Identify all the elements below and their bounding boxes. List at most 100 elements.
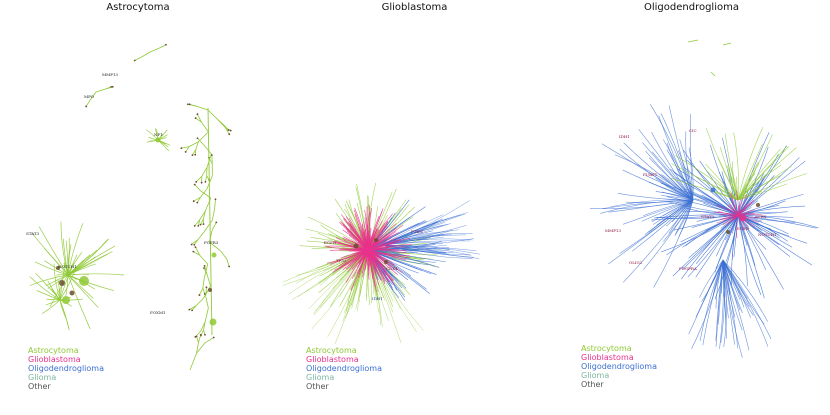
network-edge — [737, 127, 764, 201]
legend-item-astrocytoma: Astrocytoma — [581, 344, 632, 353]
network-edge — [722, 259, 765, 325]
network-edge — [220, 250, 228, 260]
network-edge — [737, 214, 756, 228]
network-hub-node — [69, 290, 75, 296]
glioblastoma-panel: Glioblastoma EGFR PTEN TP53 IDH1 CDK4 Astroc… — [276, 0, 553, 415]
network-edge — [203, 210, 206, 220]
network-node — [205, 286, 208, 289]
network-edge — [622, 199, 694, 225]
network-hub-node — [739, 214, 747, 222]
network-edge — [205, 296, 209, 309]
network-node — [180, 147, 183, 150]
network-hub-node — [374, 238, 378, 242]
network-node — [212, 336, 215, 339]
network-edge — [197, 219, 201, 226]
network-edge — [737, 194, 748, 216]
network-edge — [642, 142, 694, 201]
network-node — [85, 105, 88, 108]
network-edge — [203, 267, 208, 275]
network-edge — [589, 199, 694, 210]
network-node — [228, 265, 231, 268]
network-edge — [181, 146, 190, 149]
network-edge — [203, 144, 212, 155]
network-edge — [226, 258, 230, 267]
network-edge — [206, 274, 211, 287]
network-edge — [208, 230, 213, 243]
network-edge — [732, 214, 739, 220]
network-edge — [601, 143, 694, 201]
network-edge — [682, 214, 739, 270]
network-edge — [727, 169, 739, 216]
network-edge — [189, 353, 197, 371]
network-edge — [367, 225, 387, 251]
network-edge — [204, 337, 214, 344]
network-edge — [60, 221, 69, 276]
gene-label: OLIG2 — [629, 260, 643, 265]
network-edge — [622, 199, 694, 283]
network-edge — [67, 250, 97, 276]
network-edge — [141, 51, 151, 58]
network-edge — [191, 239, 199, 245]
network-edge — [367, 207, 373, 251]
network-edge — [192, 149, 197, 156]
network-edge — [214, 199, 216, 209]
network-edge — [367, 237, 411, 251]
network-edge — [185, 146, 190, 153]
network-edge — [204, 219, 213, 232]
network-edge — [644, 199, 694, 235]
network-edge — [47, 280, 61, 301]
network-edge — [202, 287, 206, 295]
network-edge — [722, 259, 768, 322]
network-edge — [199, 287, 204, 296]
legend-item-other: Other — [581, 380, 604, 389]
network-edge — [31, 232, 69, 276]
network-node — [190, 243, 193, 246]
network-edge — [610, 199, 694, 208]
network-hub-node — [384, 260, 388, 264]
network-edge — [651, 131, 694, 201]
network-edge — [196, 197, 201, 203]
network-edge — [67, 252, 83, 276]
network-edge — [714, 212, 739, 216]
network-edge — [191, 305, 197, 311]
network-edge — [736, 190, 739, 216]
network-edge — [204, 307, 209, 322]
network-edge — [663, 199, 694, 242]
network-edge — [632, 199, 694, 252]
network-edge — [704, 168, 739, 201]
legend-item-glioma: Glioma — [306, 373, 335, 382]
network-edge — [67, 274, 114, 291]
network-edge — [715, 214, 739, 257]
gene-label: STAT3 — [701, 214, 715, 219]
gene-label: MMP13 — [605, 228, 621, 233]
network-node — [188, 103, 191, 106]
network-edge — [149, 47, 160, 53]
network-edge — [722, 259, 727, 326]
gene-label: FOXM1 — [150, 310, 165, 315]
astrocytoma-panel: Astrocytoma MMP13 MPO STAT3 FOXM1 NOTCH1 FGFR… — [0, 0, 276, 415]
network-hub-node — [353, 243, 359, 249]
legend-item-astrocytoma: Astrocytoma — [306, 346, 357, 355]
network-node — [196, 113, 199, 116]
legend-item-glioma: Glioma — [581, 371, 610, 380]
network-node — [193, 183, 196, 186]
network-edge — [722, 259, 772, 339]
network-edge — [196, 342, 199, 354]
network-edge — [67, 273, 90, 276]
network-edge — [189, 103, 197, 107]
network-node — [191, 154, 194, 157]
network-edge — [203, 285, 211, 299]
network-edge — [217, 119, 225, 126]
network-edge — [737, 214, 746, 231]
network-node — [192, 250, 195, 253]
network-node — [165, 43, 167, 46]
network-edge — [203, 321, 206, 330]
network-edge — [737, 147, 797, 201]
network-edge — [638, 129, 694, 201]
network-edge — [737, 143, 763, 201]
network-edge — [737, 190, 763, 201]
gene-label: ATRX — [754, 214, 766, 219]
network-edge — [353, 209, 369, 251]
network-edge — [197, 114, 202, 123]
network-edge — [699, 259, 724, 298]
